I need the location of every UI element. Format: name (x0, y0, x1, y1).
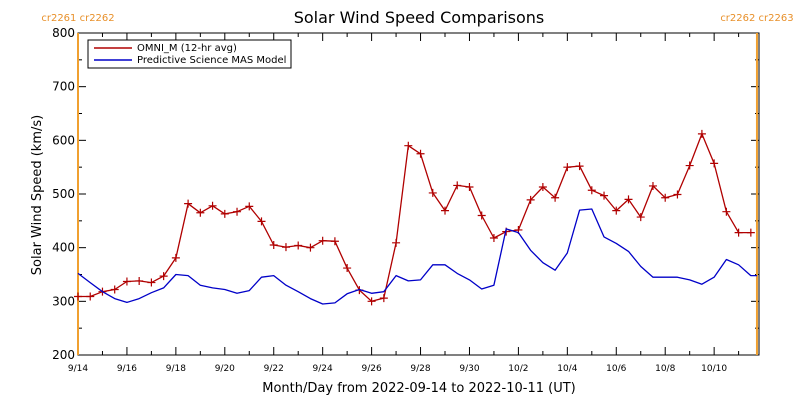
data-point (722, 207, 731, 216)
data-point (257, 217, 266, 226)
legend-label-mas: Predictive Science MAS Model (137, 55, 286, 66)
data-point (135, 276, 144, 285)
data-point (184, 199, 193, 208)
x-tick-label-9-28: 9/28 (410, 364, 430, 374)
data-point (661, 193, 670, 202)
data-point (208, 201, 217, 210)
plot-frame (77, 32, 760, 356)
y-tick-label-500: 500 (52, 187, 75, 201)
data-point (587, 186, 596, 195)
data-point (171, 253, 180, 262)
y-tick-label-600: 600 (52, 133, 75, 147)
data-point (538, 183, 547, 192)
data-point (416, 149, 425, 158)
data-point (306, 243, 315, 252)
data-point (428, 188, 437, 197)
data-point (367, 297, 376, 306)
data-point (551, 193, 560, 202)
carrington-label-right: cr2262 cr2263 (720, 13, 793, 24)
data-point (465, 183, 474, 192)
chart-title: Solar Wind Speed Comparisons (294, 8, 545, 27)
series-line-1 (77, 208, 757, 305)
data-point (453, 181, 462, 190)
data-point (563, 163, 572, 172)
x-tick-label-10-8: 10/8 (655, 364, 675, 374)
data-point (318, 236, 327, 245)
y-tick-label-800: 800 (52, 26, 75, 40)
data-point (220, 209, 229, 218)
data-point (404, 141, 413, 150)
series-line-0 (78, 133, 751, 302)
data-point (612, 206, 621, 215)
y-tick-label-200: 200 (52, 348, 75, 362)
x-tick-label-9-24: 9/24 (313, 364, 333, 374)
data-point (122, 277, 131, 286)
x-tick-label-9-30: 9/30 (459, 364, 479, 374)
data-point (697, 129, 706, 138)
data-point (575, 162, 584, 171)
x-tick-label-9-20: 9/20 (215, 364, 235, 374)
data-point (685, 161, 694, 170)
data-point (294, 241, 303, 250)
data-point (379, 294, 388, 303)
x-axis-label: Month/Day from 2022-09-14 to 2022-10-11 … (262, 381, 575, 396)
axis-ticks: 200 300 400 500 600 700 800 9/14 9/16 9/18 9/20 9/2… (52, 26, 759, 374)
data-point (441, 206, 450, 215)
data-point (526, 195, 535, 204)
data-point (624, 195, 633, 204)
y-axis-label: Solar Wind Speed (km/s) (30, 115, 45, 275)
data-point (734, 228, 743, 237)
data-point (147, 278, 156, 287)
data-point (233, 207, 242, 216)
series-layer (74, 129, 757, 306)
x-tick-label-9-18: 9/18 (166, 364, 186, 374)
legend-label-omni: OMNI_M (12-hr avg) (137, 43, 237, 54)
data-point (392, 238, 401, 247)
data-point (196, 208, 205, 217)
data-point (281, 243, 290, 252)
data-point (673, 190, 682, 199)
x-tick-label-10-2: 10/2 (508, 364, 528, 374)
data-point (746, 228, 755, 237)
carrington-label-left: cr2261 cr2262 (41, 13, 114, 24)
data-point (636, 213, 645, 222)
data-point (489, 234, 498, 243)
x-tick-label-10-10: 10/10 (701, 364, 727, 374)
data-point (110, 285, 119, 294)
x-tick-label-10-4: 10/4 (557, 364, 577, 374)
data-point (245, 202, 254, 211)
y-tick-label-300: 300 (52, 294, 75, 308)
data-point (343, 264, 352, 273)
carrington-markers: cr2261 cr2262 cr2262 cr2263 (41, 13, 794, 355)
x-tick-label-9-26: 9/26 (361, 364, 381, 374)
data-point (74, 292, 82, 301)
data-point (600, 191, 609, 200)
x-tick-label-9-16: 9/16 (117, 364, 137, 374)
data-point (648, 181, 657, 190)
y-tick-label-400: 400 (52, 241, 75, 255)
data-point (159, 272, 168, 281)
x-tick-label-9-14: 9/14 (68, 364, 88, 374)
data-point (86, 292, 95, 301)
legend: OMNI_M (12-hr avg) Predictive Science MA… (87, 39, 292, 69)
x-tick-label-10-6: 10/6 (606, 364, 626, 374)
data-point (269, 240, 278, 249)
data-point (477, 211, 486, 220)
legend-box (87, 39, 292, 69)
y-tick-label-700: 700 (52, 80, 75, 94)
data-point (330, 237, 339, 246)
x-tick-label-9-22: 9/22 (264, 364, 284, 374)
data-point (710, 159, 719, 168)
